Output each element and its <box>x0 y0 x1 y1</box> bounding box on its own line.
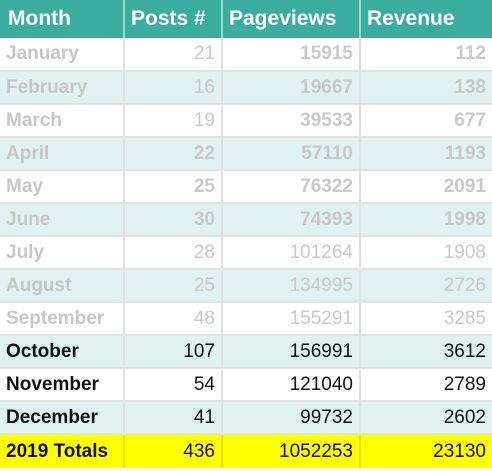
cell-posts: 22 <box>124 137 223 171</box>
column-header-month: Month <box>0 0 125 38</box>
cell-revenue: 2789 <box>360 368 492 402</box>
cell-pageviews: 74393 <box>222 203 361 237</box>
cell-month: July <box>0 236 125 270</box>
cell-pageviews: 121040 <box>222 368 361 402</box>
column-header-revenue: Revenue <box>360 0 492 38</box>
cell-revenue: 138 <box>360 71 492 105</box>
cell-month: June <box>0 203 125 237</box>
cell-month: February <box>0 71 125 105</box>
cell-month: May <box>0 170 125 204</box>
column-header-pageviews: Pageviews <box>222 0 361 38</box>
cell-posts: 21 <box>124 38 223 72</box>
table-row: March 19 39533 677 <box>0 104 492 138</box>
cell-revenue: 3612 <box>360 335 492 369</box>
cell-revenue: 1998 <box>360 203 492 237</box>
header-row: Month Posts # Pageviews Revenue <box>0 0 492 38</box>
table-row: April 22 57110 1193 <box>0 137 492 171</box>
cell-revenue: 3285 <box>360 302 492 336</box>
cell-posts: 41 <box>124 401 223 435</box>
cell-posts: 107 <box>124 335 223 369</box>
cell-month: September <box>0 302 125 336</box>
cell-posts: 54 <box>124 368 223 402</box>
cell-month: August <box>0 269 125 303</box>
cell-posts: 48 <box>124 302 223 336</box>
cell-pageviews: 101264 <box>222 236 361 270</box>
cell-pageviews: 99732 <box>222 401 361 435</box>
totals-pageviews: 1052253 <box>222 434 361 468</box>
cell-month: April <box>0 137 125 171</box>
cell-pageviews: 15915 <box>222 38 361 72</box>
totals-row: 2019 Totals 436 1052253 23130 <box>0 434 492 468</box>
cell-month: November <box>0 368 125 402</box>
cell-posts: 28 <box>124 236 223 270</box>
cell-revenue: 1908 <box>360 236 492 270</box>
table-row: August 25 134995 2726 <box>0 269 492 303</box>
table-row: November 54 121040 2789 <box>0 368 492 402</box>
cell-month: January <box>0 38 125 72</box>
cell-pageviews: 156991 <box>222 335 361 369</box>
cell-month: October <box>0 335 125 369</box>
cell-pageviews: 76322 <box>222 170 361 204</box>
cell-posts: 19 <box>124 104 223 138</box>
cell-posts: 25 <box>124 170 223 204</box>
totals-label: 2019 Totals <box>0 434 125 468</box>
cell-posts: 16 <box>124 71 223 105</box>
cell-revenue: 677 <box>360 104 492 138</box>
cell-pageviews: 19667 <box>222 71 361 105</box>
table-row: October 107 156991 3612 <box>0 335 492 369</box>
cell-pageviews: 39533 <box>222 104 361 138</box>
cell-revenue: 112 <box>360 38 492 72</box>
cell-revenue: 2602 <box>360 401 492 435</box>
cell-pageviews: 57110 <box>222 137 361 171</box>
table-row: December 41 99732 2602 <box>0 401 492 435</box>
table-body: January 21 15915 112 February 16 19667 1… <box>0 38 492 468</box>
table-row: January 21 15915 112 <box>0 38 492 72</box>
table-row: July 28 101264 1908 <box>0 236 492 270</box>
cell-pageviews: 155291 <box>222 302 361 336</box>
table-row: September 48 155291 3285 <box>0 302 492 336</box>
cell-month: March <box>0 104 125 138</box>
cell-revenue: 2091 <box>360 170 492 204</box>
cell-posts: 30 <box>124 203 223 237</box>
cell-posts: 25 <box>124 269 223 303</box>
cell-revenue: 1193 <box>360 137 492 171</box>
column-header-posts: Posts # <box>124 0 223 38</box>
table-row: June 30 74393 1998 <box>0 203 492 237</box>
totals-revenue: 23130 <box>360 434 492 468</box>
table-row: February 16 19667 138 <box>0 71 492 105</box>
cell-revenue: 2726 <box>360 269 492 303</box>
table-header: Month Posts # Pageviews Revenue <box>0 0 492 38</box>
totals-posts: 436 <box>124 434 223 468</box>
cell-pageviews: 134995 <box>222 269 361 303</box>
cell-month: December <box>0 401 125 435</box>
table-row: May 25 76322 2091 <box>0 170 492 204</box>
